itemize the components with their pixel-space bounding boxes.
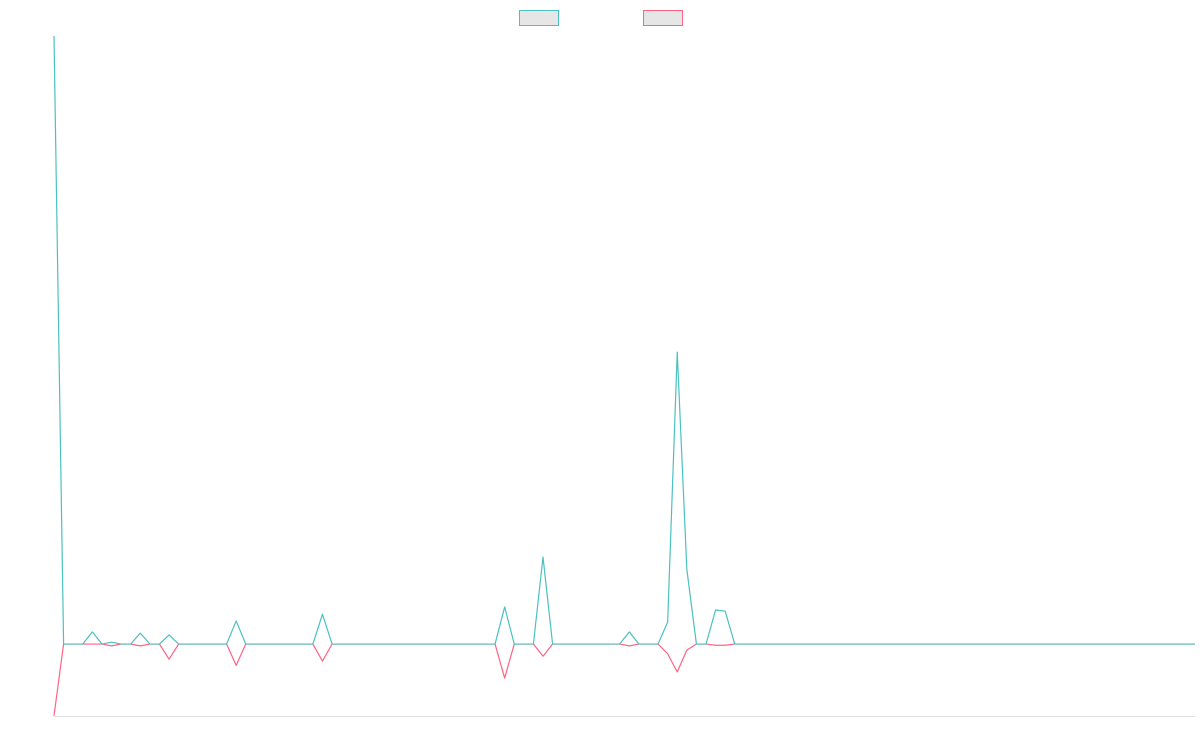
legend-swatch xyxy=(519,10,559,26)
line-series xyxy=(53,35,1195,645)
legend-swatch xyxy=(643,10,683,26)
line-series xyxy=(53,643,1195,716)
